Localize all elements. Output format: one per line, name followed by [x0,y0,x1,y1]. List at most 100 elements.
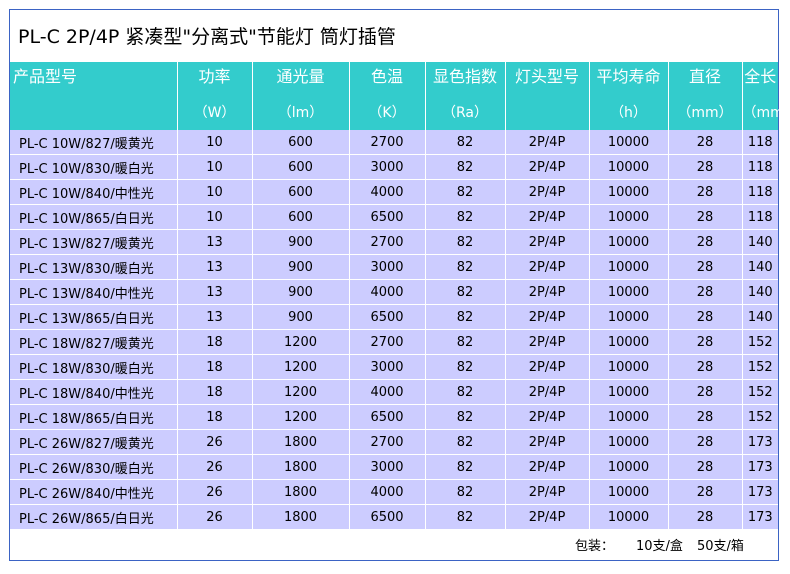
header-label: 通光量 [276,67,325,86]
lumen-cell: 600 [252,179,350,205]
cri-cell: 82 [425,179,506,205]
cri-cell: 82 [425,379,506,405]
length-cell: 140 [742,304,778,330]
power-cell: 18 [177,329,253,355]
power-cell: 13 [177,279,253,305]
header-unit: （K） [368,105,406,121]
model-cell: PL-C 10W/840/中性光 [10,179,178,205]
header-unit: （mm） [677,105,733,121]
length-cell: 152 [742,354,778,380]
cri-cell: 82 [425,304,506,330]
lifetime-cell: 10000 [589,304,669,330]
packaging-label: 包装： [575,539,615,554]
lumen-cell: 1800 [252,479,350,505]
table-row: PL-C 10W/827/暖黄光 10 600 2700 82 2P/4P 10000 28 1… [10,130,778,155]
cri-cell: 82 [425,279,506,305]
table-row: PL-C 18W/827/暖黄光 18 1200 2700 82 2P/4P 10000 28… [10,329,778,355]
base-type-cell: 2P/4P [505,279,590,305]
diameter-cell: 28 [668,454,743,480]
lumen-cell: 900 [252,229,350,255]
power-cell: 26 [177,479,253,505]
header-label: 直径 [688,67,721,86]
power-cell: 26 [177,454,253,480]
model-cell: PL-C 26W/840/中性光 [10,479,178,505]
base-type-cell: 2P/4P [505,379,590,405]
power-cell: 10 [177,204,253,230]
table-row: PL-C 13W/830/暖白光 13 900 3000 82 2P/4P 10000 28 1… [10,254,778,280]
diameter-cell: 28 [668,329,743,355]
header-length: 全长 （mm） [742,62,790,130]
cri-cell: 82 [425,404,506,430]
spec-sheet-frame: PL-C 2P/4P 紧凑型"分离式"节能灯 筒灯插管 产品型号 功率 （W） … [9,9,790,561]
diameter-cell: 28 [668,429,743,455]
length-cell: 118 [742,154,778,180]
base-type-cell: 2P/4P [505,504,590,530]
table-row: PL-C 26W/840/中性光 26 1800 4000 82 2P/4P 10000 28… [10,479,778,505]
length-cell: 140 [742,229,778,255]
color-temp-cell: 6500 [349,404,426,430]
color-temp-cell: 4000 [349,179,426,205]
base-type-cell: 2P/4P [505,404,590,430]
power-cell: 10 [177,130,253,155]
lumen-cell: 900 [252,254,350,280]
length-cell: 140 [742,279,778,305]
lumen-cell: 600 [252,154,350,180]
diameter-cell: 28 [668,229,743,255]
length-cell: 140 [742,254,778,280]
model-cell: PL-C 26W/865/白日光 [10,504,178,530]
lumen-cell: 1800 [252,429,350,455]
color-temp-cell: 4000 [349,379,426,405]
power-cell: 26 [177,429,253,455]
model-cell: PL-C 18W/840/中性光 [10,379,178,405]
power-cell: 18 [177,354,253,380]
lumen-cell: 600 [252,204,350,230]
model-cell: PL-C 13W/830/暖白光 [10,254,178,280]
color-temp-cell: 3000 [349,254,426,280]
power-cell: 13 [177,304,253,330]
base-type-cell: 2P/4P [505,429,590,455]
lifetime-cell: 10000 [589,254,669,280]
lifetime-cell: 10000 [589,379,669,405]
cri-cell: 82 [425,354,506,380]
header-base-type: 灯头型号 [505,62,590,130]
header-unit: （Ra） [442,105,488,121]
model-cell: PL-C 18W/865/白日光 [10,404,178,430]
cri-cell: 82 [425,454,506,480]
base-type-cell: 2P/4P [505,354,590,380]
cri-cell: 82 [425,204,506,230]
table-row: PL-C 26W/830/暖白光 26 1800 3000 82 2P/4P 10000 28… [10,454,778,480]
header-unit: （h） [610,105,647,121]
cri-cell: 82 [425,254,506,280]
diameter-cell: 28 [668,279,743,305]
lumen-cell: 1800 [252,504,350,530]
cri-cell: 82 [425,504,506,530]
length-cell: 173 [742,429,778,455]
lifetime-cell: 10000 [589,204,669,230]
model-cell: PL-C 18W/830/暖白光 [10,354,178,380]
lifetime-cell: 10000 [589,279,669,305]
color-temp-cell: 3000 [349,354,426,380]
diameter-cell: 28 [668,130,743,155]
length-cell: 118 [742,130,778,155]
color-temp-cell: 4000 [349,279,426,305]
power-cell: 26 [177,504,253,530]
diameter-cell: 28 [668,154,743,180]
cri-cell: 82 [425,130,506,155]
table-row: PL-C 13W/840/中性光 13 900 4000 82 2P/4P 10000 28 1… [10,279,778,305]
length-cell: 173 [742,504,778,530]
diameter-cell: 28 [668,404,743,430]
model-cell: PL-C 13W/827/暖黄光 [10,229,178,255]
header-unit: （lm） [277,105,324,121]
lifetime-cell: 10000 [589,179,669,205]
color-temp-cell: 2700 [349,329,426,355]
lumen-cell: 1200 [252,404,350,430]
header-label: 灯头型号 [514,67,579,86]
lifetime-cell: 10000 [589,429,669,455]
cri-cell: 82 [425,479,506,505]
color-temp-cell: 2700 [349,130,426,155]
table-row: PL-C 26W/865/白日光 26 1800 6500 82 2P/4P 10000 28… [10,504,778,530]
diameter-cell: 28 [668,179,743,205]
power-cell: 18 [177,404,253,430]
base-type-cell: 2P/4P [505,329,590,355]
length-cell: 152 [742,329,778,355]
